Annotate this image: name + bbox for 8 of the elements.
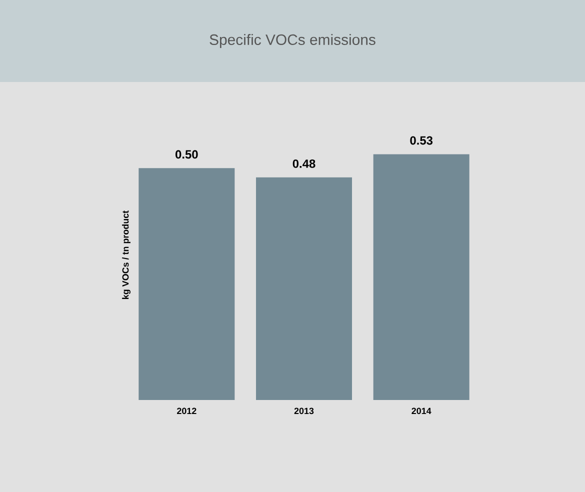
y-axis-title: kg VOCs / tn product: [122, 210, 130, 299]
data-label: 0.53: [410, 136, 433, 145]
data-label: 0.48: [292, 159, 316, 168]
x-tick-label: 2013: [294, 408, 314, 414]
x-tick-label: 2012: [177, 408, 196, 414]
chart-title: Specific VOCs emissions: [210, 34, 376, 48]
x-tick-label: 2014: [412, 408, 432, 414]
data-label: 0.50: [176, 150, 198, 159]
